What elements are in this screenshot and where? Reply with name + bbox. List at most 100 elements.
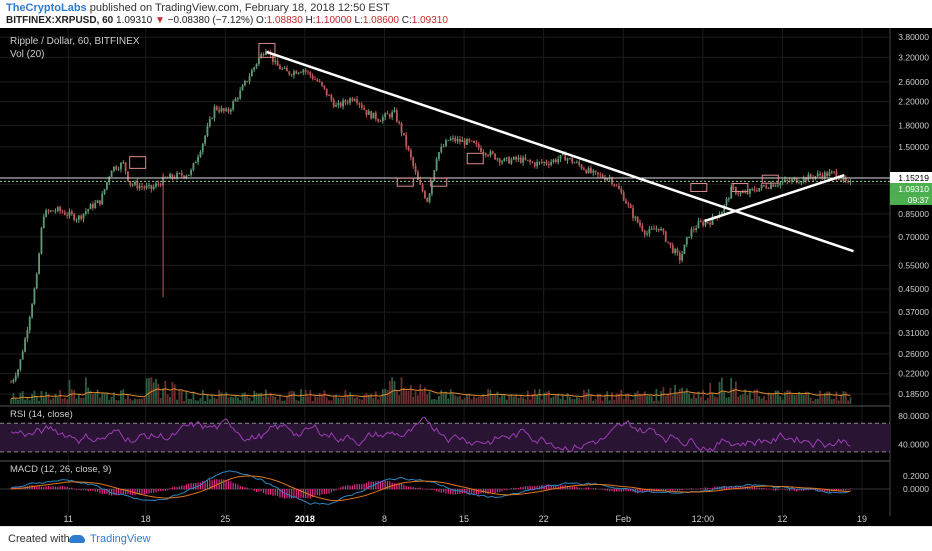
candle-down <box>658 229 660 231</box>
macd-histogram-bar <box>604 489 605 490</box>
volume-bar <box>634 393 636 404</box>
candle-down <box>377 119 379 121</box>
candle-up <box>87 209 89 211</box>
candle-down <box>307 72 309 73</box>
volume-bar <box>136 399 138 404</box>
volume-bar <box>461 400 463 404</box>
candle-down <box>520 157 522 162</box>
tradingview-link[interactable]: TradingView <box>90 533 151 545</box>
candle-down <box>620 189 622 192</box>
macd-histogram-bar <box>438 489 439 492</box>
macd-histogram-bar <box>775 489 776 491</box>
macd-histogram-bar <box>265 489 266 495</box>
candle-down <box>742 192 744 193</box>
publisher-name[interactable]: TheCryptoLabs <box>6 2 87 14</box>
candle-up <box>69 212 71 216</box>
volume-bar <box>592 401 594 404</box>
macd-histogram-bar <box>506 489 507 490</box>
volume-bar <box>431 399 433 404</box>
volume-bar <box>43 397 45 404</box>
candle-up <box>394 110 396 112</box>
candle-up <box>443 146 445 147</box>
volume-bar <box>440 390 442 404</box>
high-value: 1.10000 <box>316 15 352 26</box>
publish-line: TheCryptoLabs published on TradingView.c… <box>6 2 390 14</box>
volume-bar <box>41 391 43 404</box>
candle-up <box>660 229 662 230</box>
volume-bar <box>677 393 679 404</box>
time-tick-label: 25 <box>220 514 230 524</box>
macd-histogram-bar <box>249 489 250 490</box>
volume-bar <box>396 391 398 404</box>
candle-down <box>765 186 767 188</box>
candle-up <box>450 139 452 141</box>
macd-histogram-bar <box>378 481 379 489</box>
candle-up <box>104 189 106 194</box>
volume-bar <box>644 391 646 404</box>
volume-bar <box>529 400 531 404</box>
volume-bar <box>786 390 788 404</box>
volume-bar <box>284 401 286 404</box>
volume-bar <box>171 382 173 404</box>
candle-up <box>373 113 375 119</box>
macd-histogram-bar <box>347 485 348 489</box>
volume-bar <box>366 393 368 404</box>
macd-histogram-bar <box>354 484 355 489</box>
last-price: 1.09310 <box>116 15 152 26</box>
volume-bar <box>132 400 134 404</box>
candle-down <box>756 191 758 192</box>
time-tick-label: Feb <box>615 514 631 524</box>
volume-bar <box>511 395 513 404</box>
footer: Created with TradingView <box>0 526 932 551</box>
volume-bar <box>447 399 449 404</box>
candle-down <box>71 212 73 214</box>
volume-bar <box>256 393 258 404</box>
volume-bar <box>167 394 169 404</box>
price-tick-label: 1.50000 <box>898 142 929 152</box>
volume-bar <box>83 398 85 404</box>
candle-up <box>798 183 800 184</box>
macd-histogram-bar <box>207 480 208 489</box>
volume-bar <box>401 377 403 404</box>
macd-histogram-bar <box>413 487 414 489</box>
volume-bar <box>588 389 590 404</box>
volume-bar <box>494 394 496 404</box>
candle-down <box>707 222 709 223</box>
candle-down <box>534 163 536 166</box>
candle-down <box>398 122 400 123</box>
volume-bar <box>737 397 739 404</box>
candle-up <box>506 157 508 158</box>
macd-histogram-bar <box>583 488 584 489</box>
candle-up <box>253 67 255 70</box>
volume-bar <box>230 397 232 404</box>
candle-down <box>786 180 788 181</box>
candle-up <box>335 105 337 107</box>
volume-bar <box>693 393 695 404</box>
volume-bar <box>541 399 543 404</box>
macd-histogram-bar <box>707 488 708 489</box>
candle-up <box>106 182 108 189</box>
trading-chart[interactable]: 3.800003.200002.600002.200001.800001.500… <box>0 28 932 526</box>
candle-up <box>29 317 31 330</box>
volume-bar <box>125 399 127 404</box>
volume-bar <box>840 395 842 404</box>
volume-bar <box>342 398 344 404</box>
macd-histogram-bar <box>335 489 336 490</box>
volume-bar <box>471 399 473 404</box>
candle-up <box>592 171 594 173</box>
volume-bar <box>333 397 335 404</box>
candle-down <box>763 185 765 186</box>
volume-bar <box>485 397 487 404</box>
candle-up <box>281 69 283 70</box>
macd-histogram-bar <box>226 480 227 489</box>
macd-histogram-bar <box>436 489 437 491</box>
macd-histogram-bar <box>780 489 781 490</box>
volume-bar <box>723 392 725 404</box>
candle-up <box>368 111 370 115</box>
candle-down <box>305 70 307 72</box>
candle-down <box>555 160 557 162</box>
volume-bar <box>492 395 494 404</box>
volume-bar <box>345 390 347 404</box>
volume-bar <box>99 397 101 404</box>
volume-bar <box>574 399 576 404</box>
